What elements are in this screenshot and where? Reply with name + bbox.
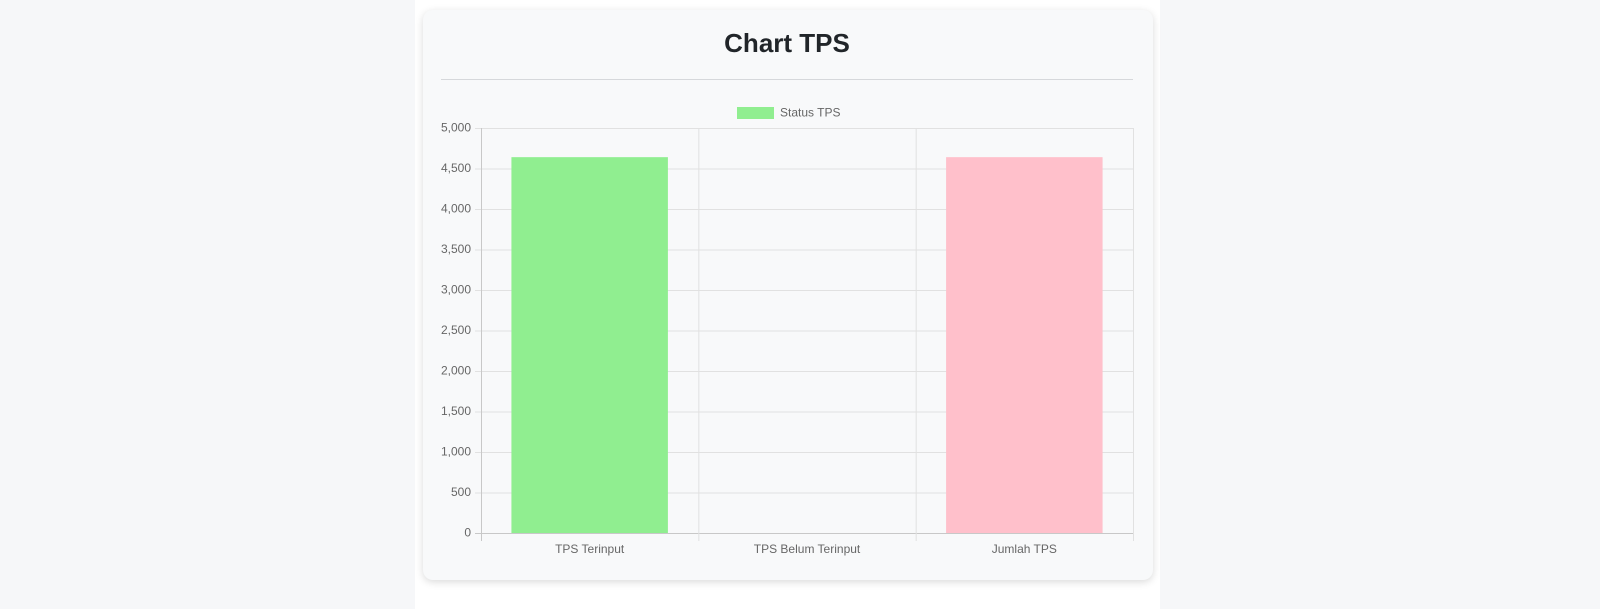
- x-tick-label: TPS Terinput: [555, 542, 625, 556]
- y-tick-label: 2,500: [441, 323, 471, 337]
- x-tick-label: TPS Belum Terinput: [754, 542, 861, 556]
- y-tick-label: 2,000: [441, 364, 471, 378]
- y-tick-label: 1,500: [441, 404, 471, 418]
- legend-label: Status TPS: [780, 106, 840, 120]
- y-tick-label: 5,000: [441, 121, 471, 135]
- y-tick-label: 1,000: [441, 445, 471, 459]
- y-tick-label: 0: [464, 526, 471, 540]
- bar: [946, 157, 1103, 533]
- x-tick-label: Jumlah TPS: [992, 542, 1057, 556]
- y-tick-label: 500: [451, 485, 471, 499]
- y-tick-label: 3,000: [441, 283, 471, 297]
- chart-title: Chart TPS: [724, 28, 850, 58]
- y-tick-label: 4,500: [441, 161, 471, 175]
- y-tick-label: 4,000: [441, 202, 471, 216]
- legend-swatch: [737, 107, 774, 119]
- y-tick-label: 3,500: [441, 242, 471, 256]
- bar: [511, 157, 668, 533]
